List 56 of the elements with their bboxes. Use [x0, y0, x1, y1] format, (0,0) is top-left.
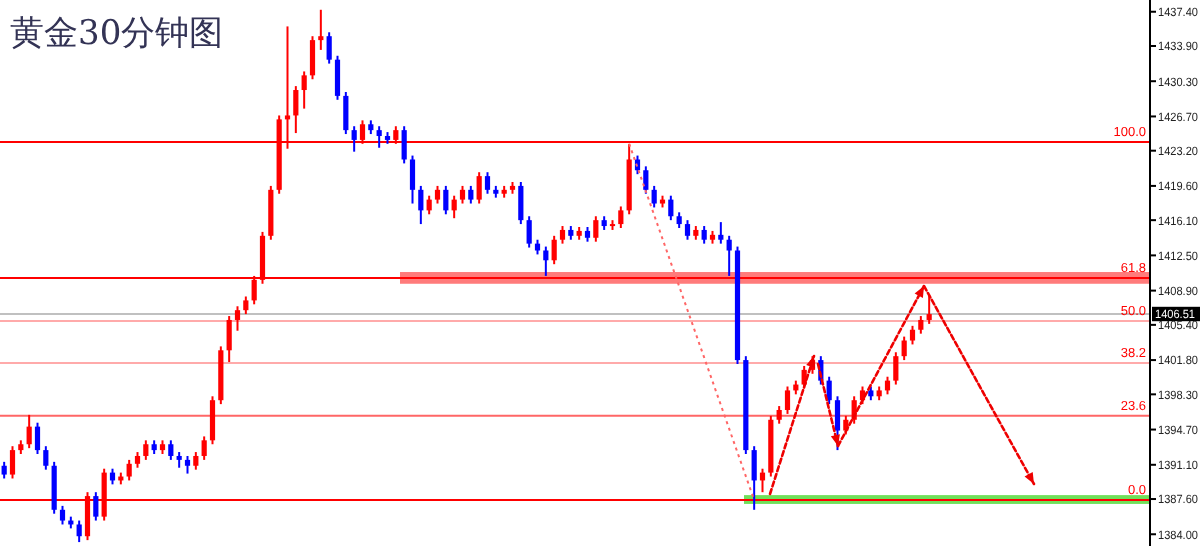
candlestick	[751, 445, 757, 511]
candlestick	[718, 221, 724, 245]
candlestick	[551, 234, 557, 266]
candlestick	[234, 305, 241, 332]
candlestick	[909, 324, 916, 346]
candlestick	[93, 491, 99, 522]
candlestick	[643, 165, 649, 195]
candlestick	[209, 395, 216, 446]
candlestick	[543, 245, 549, 277]
candlestick	[76, 519, 82, 544]
candlestick	[351, 125, 357, 153]
candlestick	[784, 385, 791, 415]
candlestick	[476, 171, 482, 205]
candlestick	[484, 171, 491, 195]
candlestick	[926, 293, 932, 325]
candlestick	[409, 154, 416, 205]
candlestick	[376, 125, 382, 149]
candlestick	[34, 421, 41, 456]
candlestick	[334, 54, 341, 101]
candlestick	[826, 375, 832, 406]
candlestick	[293, 85, 299, 135]
candlestick	[168, 439, 174, 461]
candlestick	[251, 274, 257, 306]
candlestick	[226, 315, 232, 364]
candlestick	[301, 70, 307, 110]
candlestick	[26, 413, 32, 450]
candlestick	[268, 184, 274, 241]
candlestick	[893, 351, 899, 386]
candlestick	[259, 230, 266, 285]
candlestick	[593, 215, 599, 243]
candlestick	[901, 335, 907, 362]
candlestick	[418, 184, 424, 226]
candlestick	[651, 184, 657, 209]
candlestick	[43, 445, 49, 471]
text: 黄金30分钟图	[10, 14, 224, 54]
candlestick	[284, 25, 291, 150]
candlestick	[51, 460, 57, 515]
candlestick	[326, 31, 332, 65]
candlestick	[309, 35, 316, 81]
candlestick	[668, 194, 674, 222]
candlestick	[443, 184, 449, 216]
candlestick	[9, 445, 16, 480]
candlestick	[84, 491, 91, 542]
candlestick	[684, 219, 691, 241]
candlestick	[59, 504, 66, 526]
candlestick	[359, 119, 366, 145]
candlestick	[318, 8, 324, 51]
candlestick	[201, 435, 207, 461]
candlestick	[618, 205, 624, 229]
candlestick	[526, 215, 532, 249]
candlestick	[126, 458, 132, 482]
candlestick	[343, 90, 349, 136]
candlestick	[143, 439, 149, 461]
candlestick	[518, 181, 524, 226]
candlestick	[401, 125, 407, 165]
candlestick	[101, 467, 107, 522]
